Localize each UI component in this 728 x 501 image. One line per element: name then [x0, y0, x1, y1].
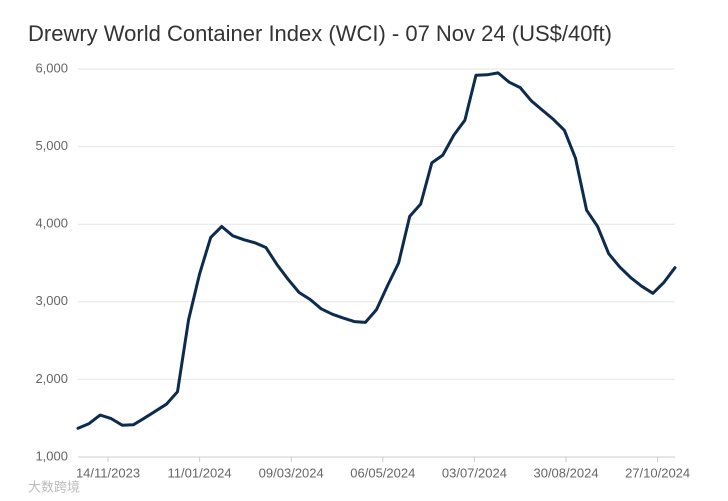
y-tick-label: 6,000 — [35, 60, 68, 75]
watermark: 大数跨境 — [28, 479, 80, 494]
x-tick-label: 27/10/2024 — [625, 465, 690, 480]
chart-title: Drewry World Container Index (WCI) - 07 … — [28, 21, 612, 46]
y-tick-label: 1,000 — [35, 448, 68, 463]
x-tick-label: 03/07/2024 — [442, 465, 507, 480]
x-tick-label: 09/03/2024 — [259, 465, 324, 480]
y-tick-label: 4,000 — [35, 216, 68, 231]
y-tick-label: 3,000 — [35, 293, 68, 308]
x-tick-label: 30/08/2024 — [533, 465, 598, 480]
x-tick-label: 06/05/2024 — [350, 465, 415, 480]
y-tick-label: 5,000 — [35, 138, 68, 153]
data-line — [76, 71, 677, 430]
x-tick-label: 11/01/2024 — [168, 465, 232, 480]
x-tick-label: 14/11/2023 — [76, 465, 140, 480]
y-tick-label: 2,000 — [35, 371, 68, 386]
